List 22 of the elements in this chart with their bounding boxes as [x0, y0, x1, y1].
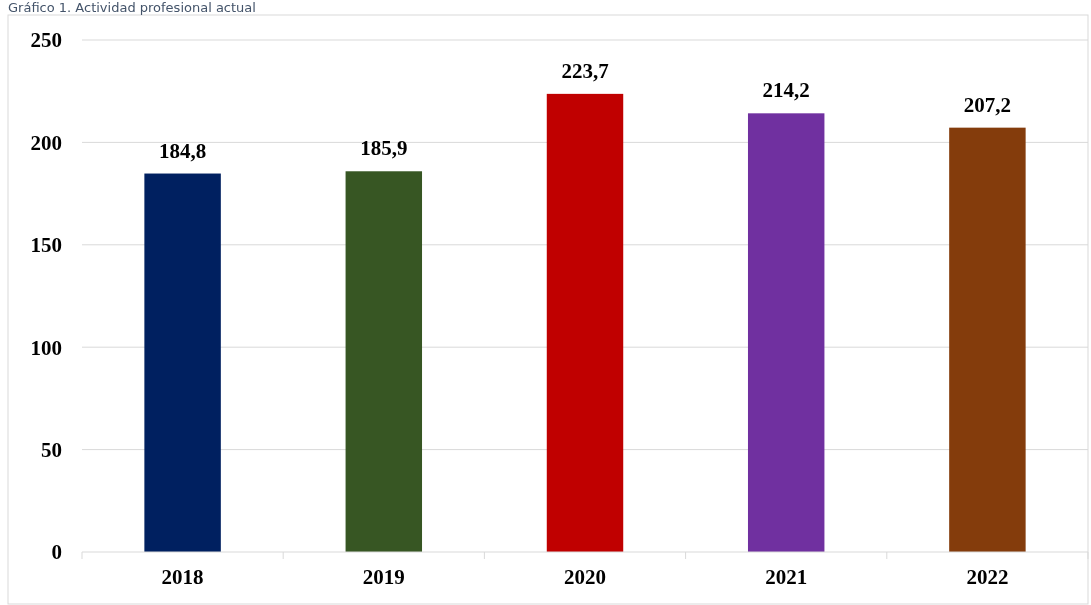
y-tick-label: 50 [41, 437, 62, 462]
bar [546, 93, 624, 552]
y-tick-label: 0 [51, 540, 62, 565]
x-tick-label: 2022 [966, 565, 1009, 589]
bar [747, 113, 825, 552]
data-label: 185,9 [360, 136, 408, 161]
y-tick-label: 100 [30, 335, 62, 360]
chart-title: Gráfico 1. Actividad profesional actual [8, 0, 256, 15]
data-label: 207,2 [963, 92, 1012, 117]
bar [144, 173, 221, 552]
y-tick-label: 250 [30, 28, 62, 53]
x-tick-label: 2019 [362, 565, 405, 589]
data-label: 214,2 [762, 78, 810, 103]
bar [345, 171, 423, 552]
data-label: 184,8 [158, 138, 207, 163]
y-tick-label: 200 [30, 130, 62, 155]
bar [949, 127, 1026, 552]
x-tick-label: 2021 [765, 565, 808, 589]
data-label: 223,7 [561, 58, 609, 83]
y-tick-label: 150 [30, 233, 62, 258]
x-tick-label: 2018 [161, 565, 204, 589]
x-tick-label: 2020 [564, 565, 606, 589]
